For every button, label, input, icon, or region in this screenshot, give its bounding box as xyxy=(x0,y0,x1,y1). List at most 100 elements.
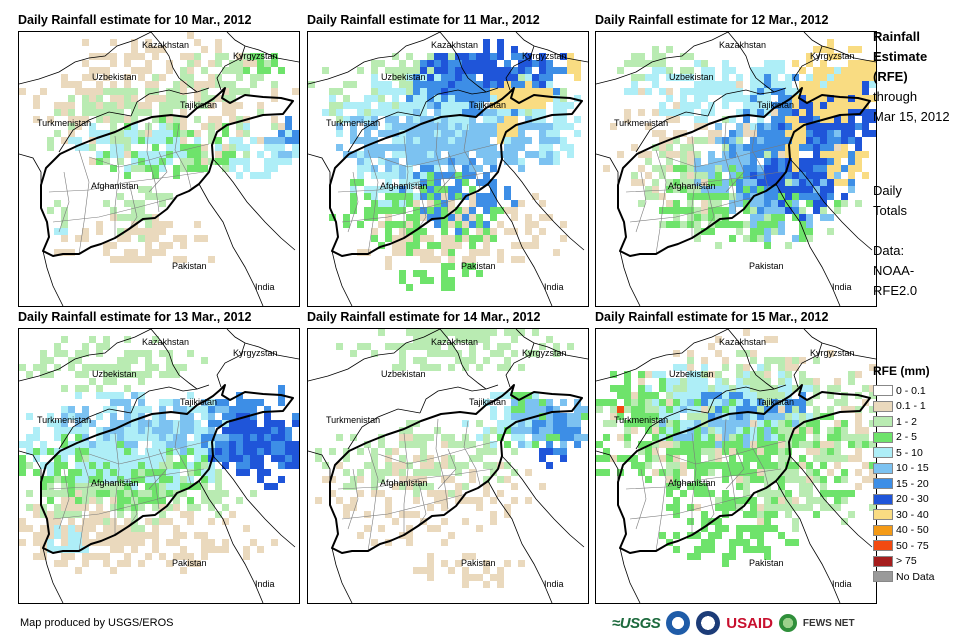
rainfall-cell xyxy=(131,53,138,60)
rainfall-cell xyxy=(806,123,813,130)
rainfall-cell xyxy=(546,60,553,67)
rainfall-cell xyxy=(138,434,145,441)
rainfall-cell xyxy=(152,137,159,144)
rainfall-cell xyxy=(560,116,567,123)
label-tajikistan: Tajikistan xyxy=(180,397,218,407)
rainfall-cell xyxy=(567,102,574,109)
country-boundary xyxy=(308,32,441,85)
rainfall-cell xyxy=(567,434,574,441)
rainfall-cell xyxy=(378,60,385,67)
rainfall-cell xyxy=(750,172,757,179)
label-india: India xyxy=(255,282,275,292)
province-boundary xyxy=(377,143,499,168)
rainfall-cell xyxy=(215,476,222,483)
rainfall-cell xyxy=(117,448,124,455)
country-boundary xyxy=(212,158,296,251)
rainfall-cell xyxy=(82,371,89,378)
rainfall-cell xyxy=(666,88,673,95)
rainfall-cell xyxy=(708,172,715,179)
rainfall-cell xyxy=(406,137,413,144)
rainfall-cell xyxy=(504,228,511,235)
rainfall-cell xyxy=(292,420,299,427)
rainfall-cell xyxy=(834,109,841,116)
rainfall-cell xyxy=(131,137,138,144)
province-boundaries xyxy=(337,418,499,552)
rainfall-cell xyxy=(490,74,497,81)
rainfall-cell xyxy=(448,53,455,60)
rainfall-cell xyxy=(222,130,229,137)
rainfall-cell xyxy=(827,81,834,88)
province-boundary xyxy=(146,121,160,213)
rainfall-cell xyxy=(511,329,518,336)
rainfall-cell xyxy=(229,413,236,420)
rainfall-cell xyxy=(131,165,138,172)
rainfall-cell xyxy=(406,53,413,60)
rainfall-cell xyxy=(131,392,138,399)
rainfall-cell xyxy=(427,200,434,207)
rainfall-cell xyxy=(434,364,441,371)
rainfall-cell xyxy=(173,371,180,378)
rainfall-cell xyxy=(371,116,378,123)
rainfall-cell xyxy=(406,81,413,88)
rainfall-cell xyxy=(729,179,736,186)
rainfall-cell xyxy=(813,88,820,95)
rainfall-cell xyxy=(806,221,813,228)
rainfall-cell xyxy=(19,525,26,532)
rainfall-cell xyxy=(483,95,490,102)
rainfall-cell xyxy=(659,60,666,67)
rainfall-cell xyxy=(855,165,862,172)
rainfall-cell xyxy=(855,441,862,448)
rainfall-cell xyxy=(47,420,54,427)
rainfall-cell xyxy=(371,235,378,242)
rainfall-cell xyxy=(131,200,138,207)
rainfall-cell xyxy=(855,102,862,109)
rainfall-cell xyxy=(455,336,462,343)
province-boundary xyxy=(691,135,697,238)
rainfall-cell xyxy=(701,165,708,172)
rainfall-cell xyxy=(441,242,448,249)
rainfall-cell xyxy=(364,95,371,102)
rainfall-cell xyxy=(173,235,180,242)
rainfall-cell xyxy=(757,235,764,242)
rainfall-cell xyxy=(567,427,574,434)
rainfall-cell xyxy=(371,123,378,130)
rainfall-cell xyxy=(131,88,138,95)
rainfall-cell xyxy=(427,256,434,263)
rainfall-cell xyxy=(645,123,652,130)
rainfall-cell xyxy=(764,357,771,364)
rainfall-cell xyxy=(117,151,124,158)
rainfall-cell xyxy=(476,221,483,228)
rainfall-cell xyxy=(96,392,103,399)
rainfall-cell xyxy=(743,235,750,242)
rainfall-cell xyxy=(229,434,236,441)
rainfall-cell xyxy=(525,74,532,81)
rainfall-cell xyxy=(764,158,771,165)
panel-title: Daily Rainfall estimate for 13 Mar., 201… xyxy=(18,310,252,324)
rainfall-cell xyxy=(110,81,117,88)
rainfall-cell xyxy=(138,539,145,546)
panel-title: Daily Rainfall estimate for 11 Mar., 201… xyxy=(307,13,540,27)
rainfall-cell xyxy=(666,179,673,186)
rainfall-cell xyxy=(159,399,166,406)
rainfall-cell xyxy=(841,109,848,116)
rainfall-cell xyxy=(434,102,441,109)
rainfall-cell xyxy=(413,221,420,228)
rainfall-cell xyxy=(504,144,511,151)
rainfall-cell xyxy=(75,469,82,476)
rainfall-cell xyxy=(539,123,546,130)
rainfall-cell xyxy=(159,441,166,448)
rainfall-cell xyxy=(757,186,764,193)
rainfall-cell xyxy=(145,221,152,228)
country-boundary xyxy=(42,250,64,306)
rainfall-cell xyxy=(292,137,299,144)
rainfall-cell xyxy=(124,53,131,60)
rainfall-cell xyxy=(518,200,525,207)
rainfall-cell xyxy=(278,434,285,441)
rainfall-cell xyxy=(455,242,462,249)
rainfall-cell xyxy=(757,193,764,200)
rainfall-cell xyxy=(855,81,862,88)
rainfall-cell xyxy=(229,165,236,172)
rainfall-cell xyxy=(610,413,617,420)
rainfall-cell xyxy=(476,235,483,242)
rainfall-cell xyxy=(659,165,666,172)
